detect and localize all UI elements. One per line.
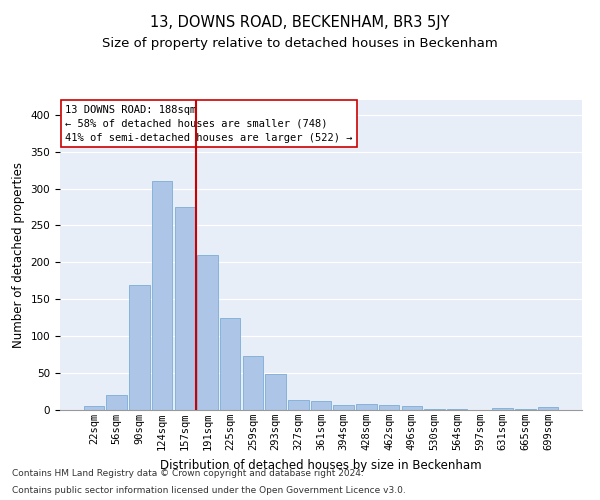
Text: Size of property relative to detached houses in Beckenham: Size of property relative to detached ho… bbox=[102, 38, 498, 51]
Bar bbox=[379, 405, 400, 410]
Bar bbox=[242, 356, 263, 410]
Y-axis label: Number of detached properties: Number of detached properties bbox=[12, 162, 25, 348]
X-axis label: Distribution of detached houses by size in Beckenham: Distribution of detached houses by size … bbox=[160, 458, 482, 471]
Bar bbox=[84, 406, 104, 410]
Bar bbox=[493, 408, 513, 410]
Bar bbox=[424, 408, 445, 410]
Bar bbox=[311, 401, 331, 410]
Text: Contains public sector information licensed under the Open Government Licence v3: Contains public sector information licen… bbox=[12, 486, 406, 495]
Bar bbox=[106, 395, 127, 410]
Text: Contains HM Land Registry data © Crown copyright and database right 2024.: Contains HM Land Registry data © Crown c… bbox=[12, 468, 364, 477]
Bar bbox=[334, 405, 354, 410]
Bar bbox=[152, 181, 172, 410]
Bar bbox=[265, 374, 286, 410]
Bar bbox=[356, 404, 377, 410]
Bar bbox=[220, 318, 241, 410]
Bar bbox=[175, 207, 195, 410]
Bar bbox=[401, 406, 422, 410]
Text: 13 DOWNS ROAD: 188sqm
← 58% of detached houses are smaller (748)
41% of semi-det: 13 DOWNS ROAD: 188sqm ← 58% of detached … bbox=[65, 104, 353, 142]
Bar bbox=[197, 255, 218, 410]
Bar bbox=[129, 284, 149, 410]
Text: 13, DOWNS ROAD, BECKENHAM, BR3 5JY: 13, DOWNS ROAD, BECKENHAM, BR3 5JY bbox=[150, 15, 450, 30]
Bar bbox=[288, 400, 308, 410]
Bar bbox=[538, 407, 558, 410]
